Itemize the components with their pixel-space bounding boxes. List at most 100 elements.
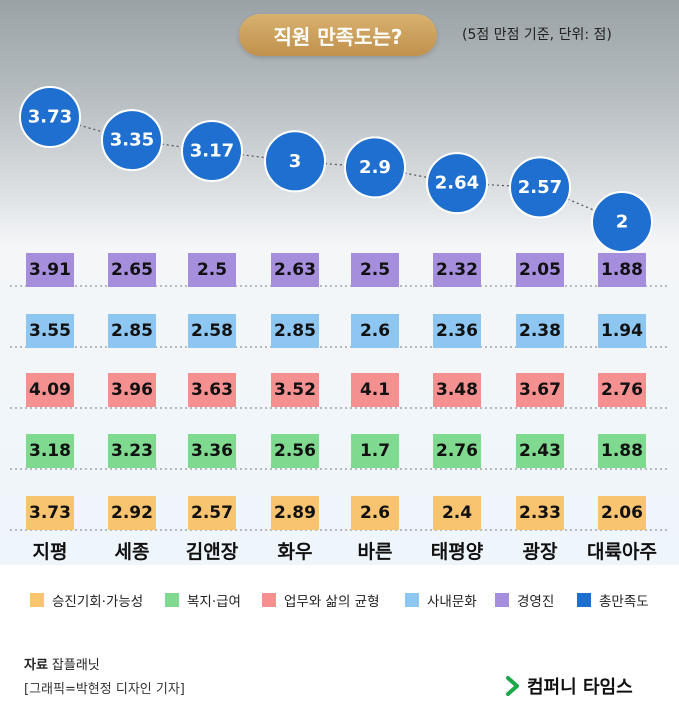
overall-value: 3.35 [110,130,154,151]
logo-text: 컴퍼니 타임스 [527,677,633,698]
cell-value: 2.76 [601,380,643,400]
legend-item: 총만족도 [577,588,649,612]
category-label: 김앤장 [186,541,239,563]
legend-item: 복지·급여 [165,588,241,612]
cell-box [108,314,156,348]
cell-box [351,314,399,348]
cell-value: 3.36 [191,441,233,461]
cell-box [433,496,481,530]
cell-value: 3.96 [111,380,153,400]
cell-box [271,434,319,468]
legend-swatch [165,593,179,607]
cell-value: 3.67 [519,380,561,400]
overall-bubble [101,109,163,172]
overall-value: 2 [616,212,629,233]
overall-value: 2.64 [435,173,479,194]
overall-bubble [591,191,653,254]
cell-box [433,253,481,287]
overall-bubble [344,136,406,199]
legend-swatch [30,593,44,607]
cell-value: 2.58 [191,321,233,341]
cell-box [351,253,399,287]
category-label: 바른 [358,541,393,563]
legend-swatch [495,593,509,607]
legend-item: 사내문화 [405,588,477,612]
cell-box [598,314,646,348]
cell-value: 2.92 [111,503,153,523]
cell-box [351,496,399,530]
cell-value: 2.89 [274,503,316,523]
overall-value: 2.57 [518,177,562,198]
cell-box [433,314,481,348]
cell-box [271,496,319,530]
company-logo: 컴퍼니 타임스 [505,674,633,698]
cell-value: 2.5 [197,260,227,280]
cell-value: 2.32 [436,260,478,280]
cell-box [271,314,319,348]
cell-value: 2.43 [519,441,561,461]
cell-value: 2.6 [360,321,390,341]
overall-bubble [509,156,571,219]
legend-item: 승진기회·가능성 [30,588,143,612]
cell-box [516,253,564,287]
cell-value: 1.7 [360,441,390,461]
cell-value: 2.06 [601,503,643,523]
legend-label: 경영진 [517,594,555,610]
overall-bubble [264,130,326,193]
trend-connector [456,182,541,189]
cell-value: 2.85 [274,321,316,341]
cell-value: 2.65 [111,260,153,280]
unit-note: (5점 만점 기준, 단위: 점) [462,27,612,43]
cell-value: 1.88 [601,441,643,461]
cell-box [26,314,74,348]
cell-value: 2.5 [360,260,390,280]
cell-value: 3.63 [191,380,233,400]
legend-swatch [577,593,591,607]
overall-value: 3.73 [28,107,72,128]
overall-bubble [181,119,243,182]
legend-swatch [262,593,276,607]
graphic-credit: [그래픽=박현정 디자인 기자] [24,682,185,697]
trend-connector [374,166,458,184]
cell-box [188,373,236,407]
legend-label: 승진기회·가능성 [52,594,144,610]
legend-item: 경영진 [495,588,554,612]
overall-value: 2.9 [359,157,391,178]
category-label: 태평양 [431,541,484,563]
cell-value: 1.94 [601,321,643,341]
cell-value: 1.88 [601,260,643,280]
cell-box [108,253,156,287]
cell-value: 3.18 [29,441,71,461]
cell-box [26,434,74,468]
cell-value: 2.6 [360,503,390,523]
cell-box [598,373,646,407]
cell-box [351,373,399,407]
overall-bubble [426,152,488,215]
cell-box [516,314,564,348]
chart-title: 직원 만족도는? [239,14,437,56]
cell-value: 4.09 [29,380,71,400]
cell-box [516,434,564,468]
overall-bubble [19,86,81,148]
cell-value: 2.57 [191,503,233,523]
category-label: 화우 [278,541,313,563]
cell-box [108,434,156,468]
cell-value: 2.76 [436,441,478,461]
cell-value: 2.33 [519,503,561,523]
chevron-right-icon [506,676,519,696]
cell-value: 2.36 [436,321,478,341]
cell-box [271,373,319,407]
legend-label: 업무와 삶의 균형 [284,594,380,610]
category-label: 세종 [115,541,150,563]
trend-connector [211,150,296,162]
cell-box [188,496,236,530]
cell-box [516,373,564,407]
legend-item: 업무와 삶의 균형 [262,588,380,612]
category-label: 광장 [523,541,558,563]
trend-connector [131,139,213,152]
cell-box [598,253,646,287]
source-value: 잡플래닛 [51,658,100,673]
cell-box [188,253,236,287]
cell-value: 3.48 [436,380,478,400]
cell-box [598,496,646,530]
